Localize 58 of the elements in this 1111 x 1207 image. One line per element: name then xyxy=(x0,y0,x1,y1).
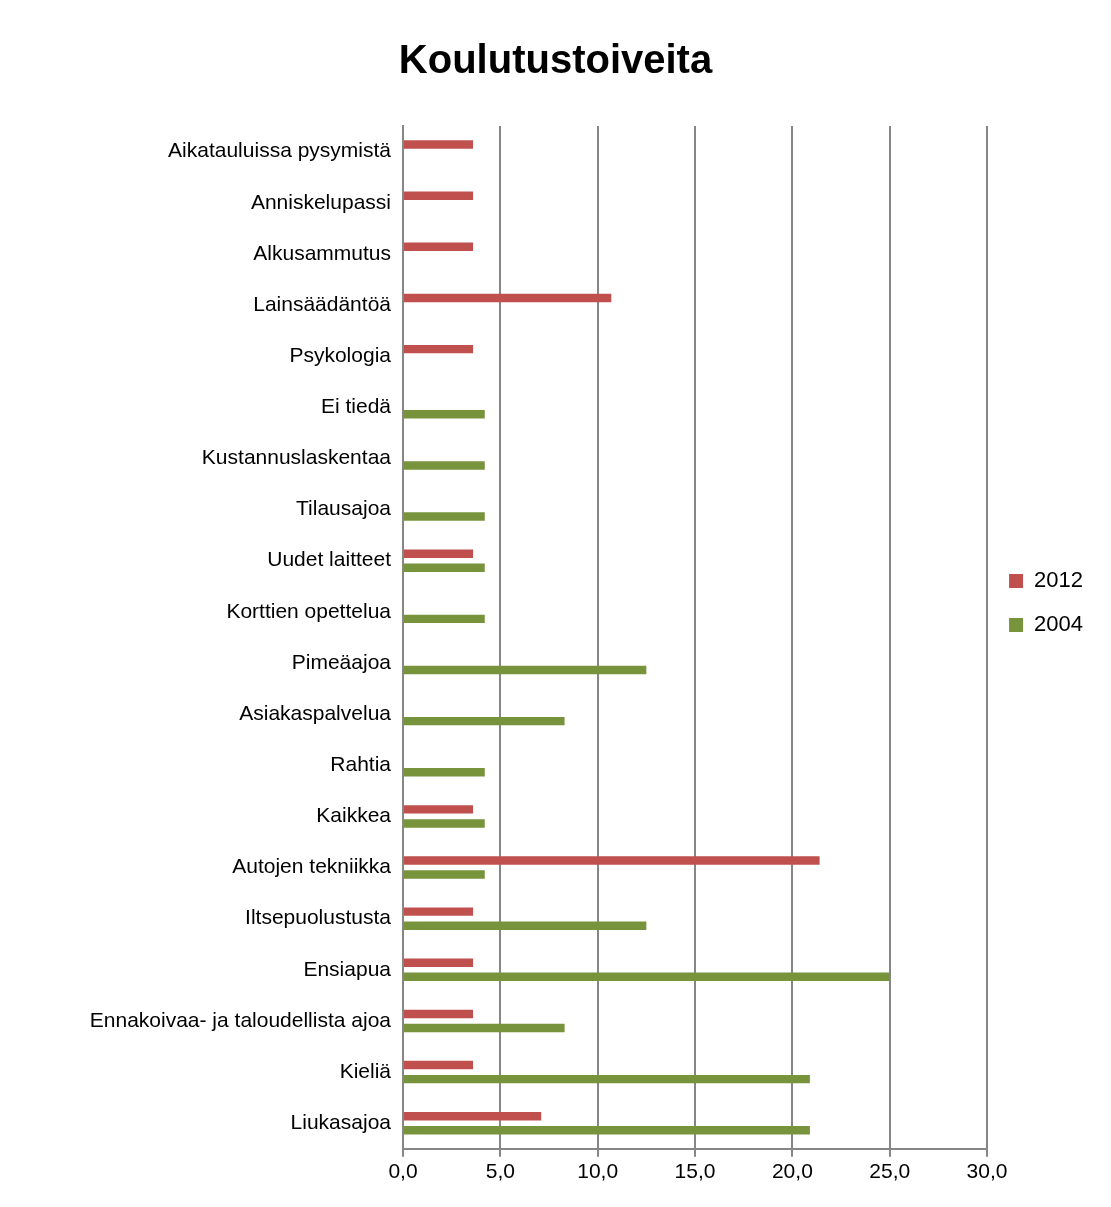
bar xyxy=(404,1074,810,1084)
x-tick-label: 0,0 xyxy=(388,1159,418,1183)
bar xyxy=(404,1009,474,1019)
bar xyxy=(404,293,612,303)
bar xyxy=(404,665,647,675)
legend-label: 2004 xyxy=(1034,611,1084,637)
x-tick-label: 15,0 xyxy=(674,1159,716,1183)
bar xyxy=(404,1060,474,1070)
y-tick-label: Anniskelupassi xyxy=(250,189,391,213)
y-tick-label: Liukasajoa xyxy=(290,1110,392,1134)
y-tick-label: Ei tiedä xyxy=(320,394,392,418)
chart-title: Koulutustoiveita xyxy=(398,37,713,82)
y-tick-label: Ennakoivaa- ja taloudellista ajoa xyxy=(89,1007,392,1031)
bar xyxy=(404,512,485,521)
y-tick-label: Kieliä xyxy=(339,1058,392,1082)
y-tick-label: Kustannuslaskentaa xyxy=(201,445,392,469)
x-tick-label: 30,0 xyxy=(966,1159,1008,1183)
y-tick-label: Iltsepuolustusta xyxy=(245,905,392,929)
bar xyxy=(404,140,474,149)
legend-label: 2012 xyxy=(1034,567,1084,593)
bar xyxy=(404,805,474,814)
y-tick-label: Tilausajoa xyxy=(296,496,392,520)
bar xyxy=(404,1126,810,1135)
y-tick-label: Rahtia xyxy=(330,752,392,776)
bar xyxy=(404,907,474,916)
bar xyxy=(404,549,474,558)
y-tick-label: Psykologia xyxy=(289,342,392,366)
x-tick-label: 5,0 xyxy=(485,1159,515,1183)
y-tick-label: Alkusammutus xyxy=(253,240,391,264)
bar xyxy=(404,410,485,419)
bar xyxy=(404,972,890,982)
y-tick-label: Asiakaspalvelua xyxy=(239,700,392,724)
bar xyxy=(404,191,474,200)
y-tick-label: Autojen tekniikka xyxy=(232,854,392,878)
bar xyxy=(404,768,485,777)
y-tick-label: Ensiapua xyxy=(303,956,392,980)
bar xyxy=(404,242,474,252)
bar xyxy=(404,461,485,470)
x-tick-label: 25,0 xyxy=(869,1159,911,1183)
bar xyxy=(404,563,485,572)
bar xyxy=(404,716,565,726)
bar xyxy=(404,819,485,828)
y-tick-label: Uudet laitteet xyxy=(267,547,392,571)
y-tick-label: Korttien opettelua xyxy=(226,598,392,622)
bar xyxy=(404,1111,542,1121)
bar xyxy=(404,870,485,879)
bar xyxy=(404,1023,565,1033)
y-tick-label: Kaikkea xyxy=(316,803,392,827)
y-tick-label: Lainsäädäntöä xyxy=(253,291,392,315)
bar xyxy=(404,856,820,865)
bar xyxy=(404,614,485,624)
bar xyxy=(404,921,647,930)
y-tick-label: Aikatauluissa pysymistä xyxy=(168,138,392,162)
bar xyxy=(404,958,474,967)
x-tick-label: 10,0 xyxy=(577,1159,619,1183)
y-tick-label: Pimeäajoa xyxy=(291,649,392,673)
x-tick-label: 20,0 xyxy=(771,1159,813,1183)
bar xyxy=(404,344,474,354)
